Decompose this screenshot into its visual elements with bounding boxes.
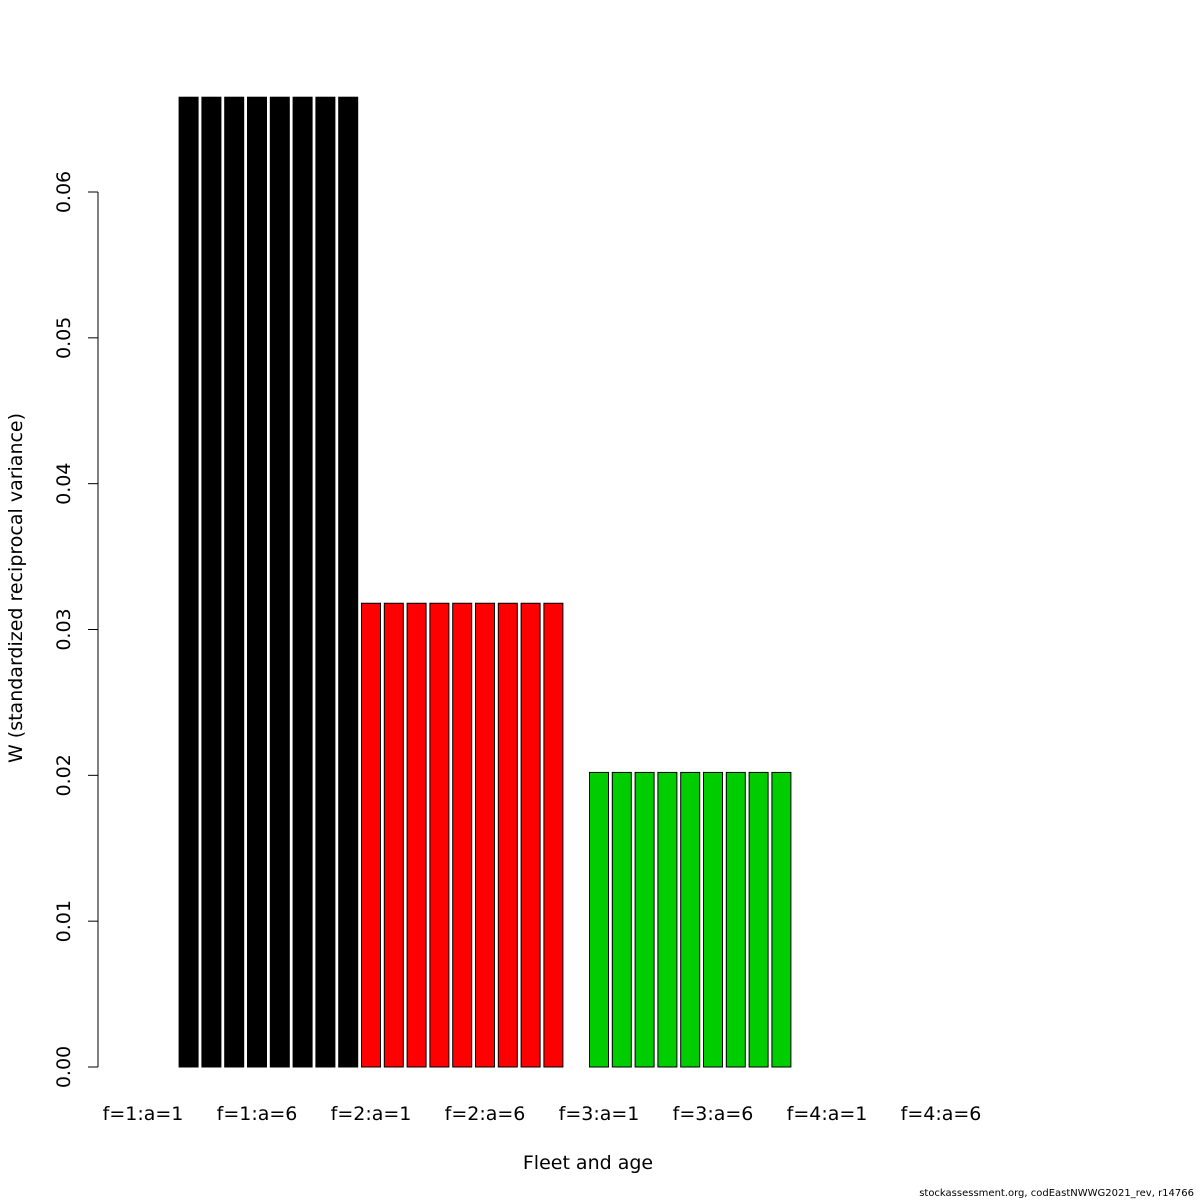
bar-f2-a8 (520, 602, 541, 1068)
bar-f3-a8 (748, 771, 769, 1068)
bar-f2-a6 (475, 602, 495, 1068)
bar-f2-a4 (429, 602, 450, 1068)
bar-f2-a1 (361, 602, 381, 1068)
bar-f1-a9 (315, 96, 336, 1068)
bar-f1-a3 (178, 96, 199, 1068)
x-tick-label: f=4:a=6 (901, 1103, 982, 1125)
bar-f3-a2 (611, 771, 632, 1068)
x-tick-label: f=3:a=1 (559, 1103, 640, 1125)
bar-f2-a2 (383, 602, 404, 1068)
bar-f3-a6 (703, 771, 723, 1068)
footer-text: stockassessment.org, codEastNWWG2021_rev… (919, 1188, 1194, 1199)
y-tick-label: 0.02 (53, 754, 75, 796)
x-tick-label: f=2:a=6 (445, 1103, 526, 1125)
bar-f2-a7 (497, 602, 518, 1068)
bar-f3-a1 (589, 771, 609, 1068)
bar-f1-a8 (292, 96, 313, 1068)
x-tick-label: f=2:a=1 (331, 1103, 412, 1125)
bar-f1-a10 (338, 96, 359, 1068)
x-tick-label: f=3:a=6 (673, 1103, 754, 1125)
bar-f3-a3 (634, 771, 655, 1068)
bar-f1-a7 (269, 96, 290, 1068)
y-tick-label: 0.05 (53, 317, 75, 359)
bar-f3-a4 (657, 771, 678, 1068)
y-axis: 0.00 0.01 0.02 0.03 0.04 0.05 0.06 (53, 171, 99, 1088)
bars-group (178, 96, 792, 1068)
x-tick-label: f=4:a=1 (787, 1103, 868, 1125)
y-tick-label: 0.03 (53, 608, 75, 650)
y-axis-title: W (standardized reciprocal variance) (5, 413, 27, 763)
bar-f2-a5 (452, 602, 473, 1068)
x-axis-labels: f=1:a=1 f=1:a=6 f=2:a=1 f=2:a=6 f=3:a=1 f=3:a… (103, 1103, 982, 1125)
bar-f3-a9 (771, 771, 792, 1068)
bar-f2-a3 (406, 602, 427, 1068)
y-tick-label: 0.00 (53, 1046, 75, 1088)
x-tick-label: f=1:a=6 (217, 1103, 298, 1125)
y-tick-label: 0.04 (53, 463, 75, 505)
x-axis-title: Fleet and age (523, 1152, 653, 1174)
bar-f1-a5 (224, 96, 245, 1068)
y-tick-label: 0.01 (53, 900, 75, 942)
bar-f2-a9 (543, 602, 564, 1068)
bar-f1-a4 (201, 96, 222, 1068)
x-tick-label: f=1:a=1 (103, 1103, 184, 1125)
y-tick-label: 0.06 (53, 171, 75, 213)
bar-f1-a6 (247, 96, 267, 1068)
bar-f3-a5 (680, 771, 701, 1068)
bar-f3-a7 (725, 771, 746, 1068)
